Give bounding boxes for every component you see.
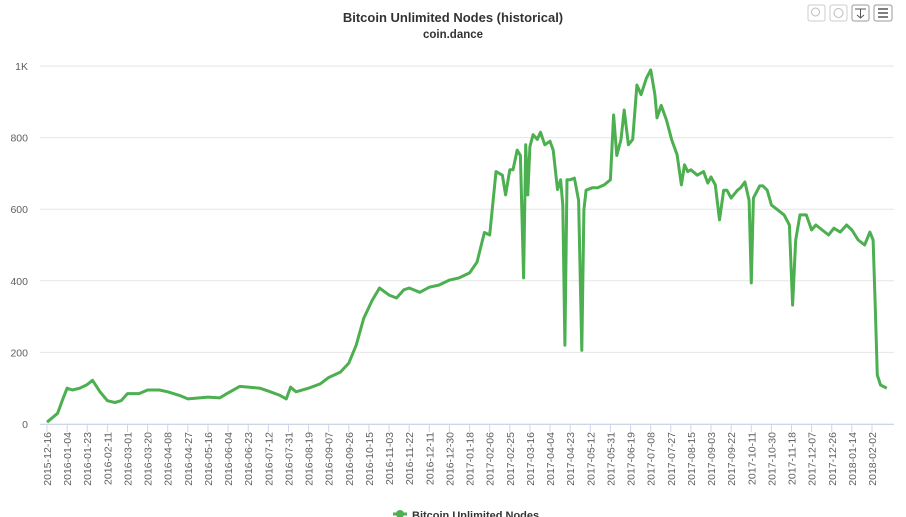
x-tick-label: 2016-07-12 <box>263 432 275 486</box>
x-tick-label: 2017-02-25 <box>505 432 517 486</box>
x-tick-label: 2016-11-03 <box>384 432 396 485</box>
y-tick-label: 1K <box>15 61 28 73</box>
toolbar <box>807 4 893 22</box>
chart-title: Bitcoin Unlimited Nodes (historical) <box>343 10 563 25</box>
x-tick-label: 2015-12-16 <box>42 432 54 486</box>
x-tick-label: 2016-07-31 <box>283 432 295 486</box>
x-tick-label: 2018-02-02 <box>867 432 879 486</box>
x-tick-label: 2017-11-18 <box>787 432 799 485</box>
x-tick-label: 2017-01-18 <box>465 432 477 486</box>
x-tick-label: 2017-04-23 <box>565 432 577 486</box>
x-tick-label: 2016-08-19 <box>304 432 316 486</box>
y-tick-label: 600 <box>10 204 28 216</box>
x-tick-label: 2017-04-04 <box>545 432 557 486</box>
x-tick-label: 2016-10-15 <box>364 432 376 486</box>
pan-icon <box>855 8 866 19</box>
chart-subtitle: coin.dance <box>423 29 483 41</box>
x-tick-label: 2017-10-11 <box>746 432 758 485</box>
x-tick-label: 2017-10-30 <box>766 432 778 486</box>
series-line <box>46 68 888 424</box>
x-tick-label: 2016-06-23 <box>243 432 255 486</box>
x-tick-label: 2016-11-22 <box>404 432 416 485</box>
y-tick-label: 0 <box>22 419 28 431</box>
x-tick-label: 2017-09-03 <box>706 432 718 486</box>
x-tick-label: 2017-03-16 <box>525 432 537 486</box>
x-tick-label: 2016-09-07 <box>324 432 336 486</box>
x-tick-label: 2017-06-19 <box>626 432 638 486</box>
y-tick-label: 200 <box>10 347 28 359</box>
x-tick-label: 2017-02-06 <box>485 432 497 486</box>
reset-icon <box>833 8 844 18</box>
x-tick-label: 2017-05-12 <box>585 432 597 486</box>
x-tick-label: 2017-05-31 <box>605 432 617 486</box>
x-tick-label: 2017-12-26 <box>827 432 839 486</box>
zoom-icon <box>811 7 820 17</box>
y-tick-label: 400 <box>10 276 28 288</box>
x-tick-label: 2016-04-27 <box>183 432 195 486</box>
x-tick-label: 2017-12-07 <box>807 432 819 486</box>
x-tick-label: 2017-07-08 <box>646 432 658 486</box>
x-tick-label: 2018-01-14 <box>847 432 859 486</box>
menu-icon <box>878 8 888 18</box>
x-tick-label: 2017-09-22 <box>726 432 738 486</box>
x-tick-label: 2016-02-11 <box>102 432 114 485</box>
zoom-button[interactable] <box>807 4 826 22</box>
y-tick-label: 800 <box>10 133 28 145</box>
legend: Bitcoin Unlimited Nodes <box>393 510 539 517</box>
x-tick-label: 2016-06-04 <box>223 432 235 486</box>
x-tick-label: 2016-03-20 <box>143 432 155 486</box>
x-tick-label: 2016-04-08 <box>163 432 175 486</box>
x-tick-label: 2016-12-11 <box>424 432 436 485</box>
x-tick-label: 2016-12-30 <box>444 432 456 486</box>
legend-marker <box>396 510 404 517</box>
reset-button[interactable] <box>829 4 848 22</box>
x-tick-label: 2016-01-23 <box>82 432 94 486</box>
x-tick-label: 2016-01-04 <box>62 432 74 486</box>
x-tick-label: 2016-03-01 <box>122 432 134 486</box>
x-tick-label: 2017-08-15 <box>686 432 698 486</box>
x-tick-label: 2017-07-27 <box>666 432 678 486</box>
x-tick-label: 2016-09-26 <box>344 432 356 486</box>
legend-label: Bitcoin Unlimited Nodes <box>412 510 539 517</box>
x-tick-label: 2016-05-16 <box>203 432 215 486</box>
